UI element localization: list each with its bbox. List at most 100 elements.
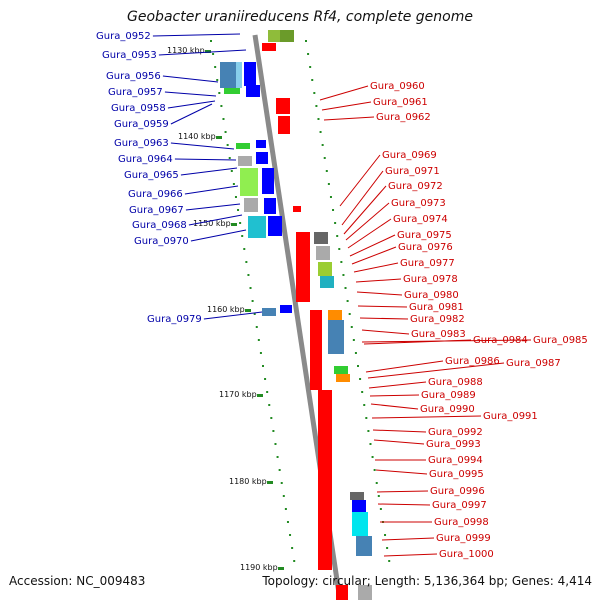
guide-dot (226, 144, 229, 146)
right-gene-labels: Gura_0960 Gura_0961 Gura_0962 Gura_0969 Gura… (319, 81, 588, 560)
feature-block (350, 492, 364, 500)
gene-label-left: Gura_0968 (132, 220, 187, 231)
feature-block (280, 30, 294, 42)
gene-label-left: Gura_0963 (114, 138, 169, 149)
gene-label-right: Gura_0960 (370, 81, 425, 92)
gene-label-right: Gura_0986 (445, 356, 500, 367)
leader-line (369, 394, 420, 397)
tick-mark (205, 50, 211, 53)
feature-block (336, 585, 348, 600)
guide-dot (253, 313, 256, 315)
guide-dot (309, 66, 312, 68)
guide-dot (365, 417, 368, 419)
guide-dot (228, 157, 231, 159)
tick-mark (245, 309, 251, 312)
gene-label-right: Gura_0998 (434, 517, 489, 528)
guide-dot (264, 378, 267, 380)
guide-dot (270, 417, 273, 419)
leader-line (174, 158, 237, 161)
feature-block (240, 168, 258, 196)
guide-dot (276, 456, 279, 458)
tick-label: 1180 kbp (229, 477, 267, 486)
guide-dot (325, 170, 328, 172)
guide-dot (239, 222, 242, 224)
guide-dot (220, 105, 223, 107)
feature-block (248, 216, 266, 238)
gene-label-left: Gura_0953 (102, 50, 157, 61)
feature-block (314, 232, 328, 244)
feature-block (262, 43, 276, 51)
gene-label-right: Gura_0991 (483, 411, 538, 422)
guide-dot (315, 105, 318, 107)
gene-label-right: Gura_0972 (388, 181, 443, 192)
tick-dots (210, 40, 391, 562)
feature-block (356, 536, 372, 556)
tick-label: 1130 kbp (167, 46, 205, 55)
leader-line (372, 429, 427, 433)
gene-label-right: Gura_0995 (429, 469, 484, 480)
left-gene-labels: Gura_0952 Gura_0953 Gura_0956 Gura_0957 Gura… (96, 31, 263, 325)
leader-line (345, 202, 390, 241)
leader-line (355, 278, 402, 283)
leader-line (319, 85, 369, 101)
guide-dot (342, 274, 345, 276)
gene-label-right: Gura_0969 (382, 150, 437, 161)
feature-block (276, 98, 290, 114)
feature-block (358, 585, 372, 600)
guide-dot (247, 274, 250, 276)
guide-dot (243, 248, 246, 250)
guide-dot (237, 209, 240, 211)
feature-block (264, 198, 276, 214)
leader-line (152, 33, 241, 37)
leader-line (353, 262, 399, 273)
feature-block (244, 62, 256, 86)
leader-line (170, 142, 235, 150)
feature-block (244, 198, 258, 212)
guide-dot (286, 521, 289, 523)
guide-dot (384, 534, 387, 536)
leader-line (347, 218, 392, 249)
leader-line (323, 116, 375, 121)
guide-dot (230, 170, 233, 172)
guide-dot (313, 92, 316, 94)
gene-label-right: Gura_0962 (376, 112, 431, 123)
guide-dot (259, 352, 262, 354)
guide-dot (251, 300, 254, 302)
guide-dot (336, 235, 339, 237)
feature-block (262, 308, 276, 316)
guide-dot (350, 326, 353, 328)
gene-label-right: Gura_0985 (533, 335, 588, 346)
gene-label-right: Gura_0982 (410, 314, 465, 325)
guide-dot (329, 196, 332, 198)
feature-block (238, 156, 252, 166)
leader-line (365, 360, 444, 373)
leader-line (370, 403, 419, 410)
guide-dot (354, 352, 357, 354)
feature-block (318, 390, 332, 570)
gene-label-left: Gura_0979 (147, 314, 202, 325)
gene-label-right: Gura_0976 (398, 242, 453, 253)
leader-line (351, 246, 397, 265)
guide-dot (218, 92, 221, 94)
leader-line (361, 329, 410, 335)
tick-mark (257, 394, 263, 397)
gene-label-right: Gura_0997 (432, 500, 487, 511)
leader-line (167, 100, 216, 109)
gene-label-left: Gura_0965 (124, 170, 179, 181)
leader-line (185, 203, 241, 211)
guide-dot (284, 508, 287, 510)
tick-mark (278, 567, 284, 570)
leader-line (184, 185, 239, 195)
feature-block (268, 30, 280, 42)
guide-dot (367, 430, 370, 432)
leader-line (371, 415, 482, 419)
guide-dot (348, 313, 351, 315)
feature-block (296, 232, 310, 302)
guide-dot (379, 508, 382, 510)
feature-block (293, 206, 301, 212)
gene-label-right: Gura_0971 (385, 166, 440, 177)
guide-dot (280, 482, 283, 484)
guide-dot (234, 196, 237, 198)
gene-label-left: Gura_0966 (128, 189, 183, 200)
guide-dot (377, 495, 380, 497)
